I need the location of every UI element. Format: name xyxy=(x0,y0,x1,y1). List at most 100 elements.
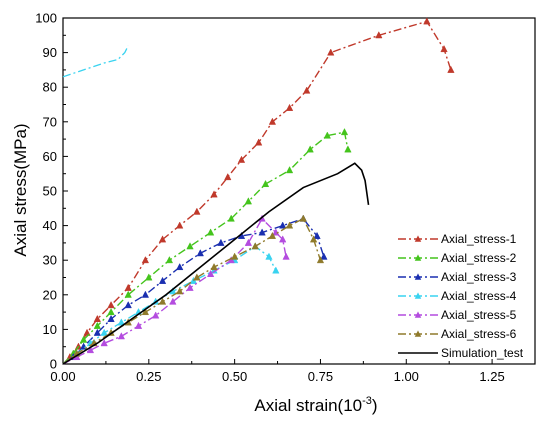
y-tick-label: 20 xyxy=(43,287,57,302)
legend-label: Axial_stress-2 xyxy=(441,251,517,265)
data-point xyxy=(375,31,383,39)
data-point xyxy=(158,235,167,243)
data-point xyxy=(169,297,177,305)
series-6 xyxy=(62,214,325,365)
y-tick-label: 10 xyxy=(43,322,57,337)
data-point xyxy=(282,252,290,260)
data-point xyxy=(93,314,101,322)
data-point xyxy=(193,207,201,215)
plot-area xyxy=(62,17,455,365)
x-tick-label: 0.75 xyxy=(308,369,333,384)
data-point xyxy=(285,166,294,174)
y-tick-label: 60 xyxy=(43,149,57,164)
data-point xyxy=(344,145,352,153)
data-point xyxy=(145,273,153,281)
data-point xyxy=(124,283,132,291)
y-tick-label: 80 xyxy=(43,80,57,95)
y-tick-label: 50 xyxy=(43,184,57,199)
data-point xyxy=(100,339,108,347)
y-tick-label: 0 xyxy=(50,357,57,372)
data-point xyxy=(186,242,194,250)
legend-label: Axial_stress-3 xyxy=(441,270,517,284)
data-point xyxy=(447,65,455,73)
legend-marker xyxy=(414,254,422,261)
data-point xyxy=(227,214,235,222)
data-point xyxy=(237,155,246,163)
x-axis-title-end: ) xyxy=(372,396,378,415)
data-point xyxy=(124,301,132,309)
data-point xyxy=(124,290,132,298)
data-point xyxy=(158,297,167,305)
data-point xyxy=(244,197,253,205)
series-fragment-line xyxy=(62,45,129,78)
data-point xyxy=(186,283,194,291)
x-tick-label: 0.00 xyxy=(50,369,75,384)
data-point xyxy=(255,138,263,146)
legend-label: Axial_stress-4 xyxy=(441,289,517,303)
x-tick-label: 0.50 xyxy=(222,369,247,384)
y-tick-label: 30 xyxy=(43,253,57,268)
y-tick-label: 70 xyxy=(43,114,57,129)
data-point xyxy=(316,256,325,264)
data-point xyxy=(210,190,218,198)
data-point xyxy=(320,252,328,260)
data-point xyxy=(327,48,335,56)
data-point xyxy=(165,256,174,264)
legend-marker xyxy=(414,330,422,337)
data-point xyxy=(176,262,184,271)
data-point xyxy=(152,311,160,319)
legend: Axial_stress-1 Axial_stress-2 Axial_stress… xyxy=(398,232,524,360)
data-point xyxy=(117,332,126,340)
x-axis-title-main: Axial strain(10 xyxy=(254,396,362,415)
y-tick-label: 40 xyxy=(43,218,57,233)
data-point xyxy=(423,17,431,25)
series-7 xyxy=(62,162,370,365)
legend-marker xyxy=(414,311,422,318)
series-3 xyxy=(62,214,328,365)
y-tick-label: 90 xyxy=(43,45,57,60)
data-point xyxy=(100,328,108,336)
x-axis: 0.00 0.25 0.50 0.75 1.00 1.25 xyxy=(50,359,505,384)
data-point xyxy=(79,335,88,343)
legend-marker xyxy=(414,273,422,280)
x-tick-label: 1.00 xyxy=(394,369,419,384)
data-point xyxy=(230,252,239,260)
data-point xyxy=(134,321,143,329)
legend-label: Simulation_test xyxy=(441,346,524,360)
y-tick-label: 100 xyxy=(35,11,57,26)
data-point xyxy=(313,231,321,239)
data-point xyxy=(323,131,331,139)
data-point xyxy=(299,214,307,222)
data-point xyxy=(176,221,184,229)
data-point xyxy=(272,266,280,274)
data-point xyxy=(268,231,277,239)
data-point xyxy=(224,173,232,181)
data-point xyxy=(279,221,287,229)
legend-marker xyxy=(414,235,422,242)
data-point xyxy=(107,301,115,309)
series-1 xyxy=(62,17,455,365)
data-point xyxy=(303,86,311,94)
legend-label: Axial_stress-1 xyxy=(441,232,517,246)
data-point xyxy=(176,287,184,295)
data-point xyxy=(244,238,253,246)
x-tick-label: 1.25 xyxy=(479,369,504,384)
legend-marker xyxy=(414,292,422,299)
data-point xyxy=(193,273,201,281)
data-point xyxy=(306,145,314,153)
data-point xyxy=(93,321,101,329)
data-point xyxy=(141,290,150,298)
data-point xyxy=(196,249,204,257)
data-point xyxy=(261,179,270,188)
legend-label: Axial_stress-5 xyxy=(441,308,517,322)
data-point xyxy=(107,307,115,316)
data-point xyxy=(268,117,277,125)
series-line xyxy=(62,245,277,365)
x-axis-title-superscript: -3 xyxy=(362,395,372,407)
data-point xyxy=(251,242,259,250)
data-point xyxy=(440,44,448,53)
x-axis-title: Axial strain(10-3) xyxy=(254,395,377,415)
data-point xyxy=(285,103,294,111)
data-point xyxy=(340,128,349,136)
